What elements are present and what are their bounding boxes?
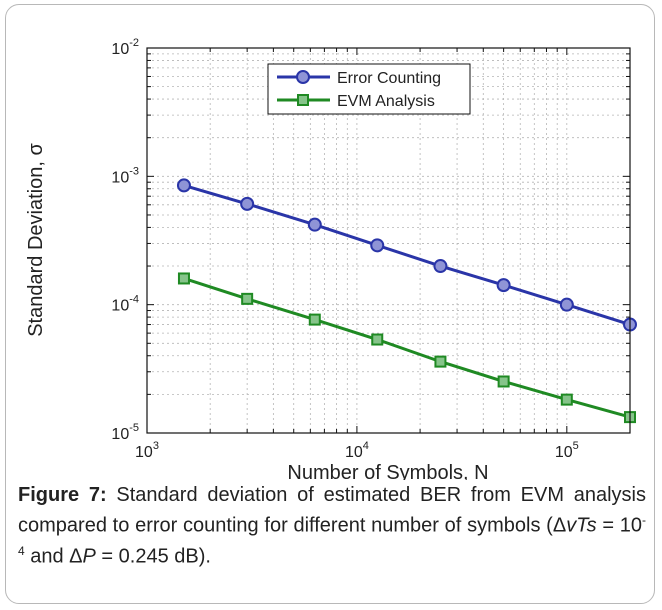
x-axis-label: Number of Symbols, N — [287, 462, 488, 480]
grid — [147, 48, 630, 433]
legend: Error Counting EVM Analysis — [267, 63, 471, 115]
x-tick-label: 103 — [135, 440, 159, 461]
legend-entry: Error Counting — [277, 70, 441, 87]
y-axis-label: Standard Deviation, σ — [25, 143, 47, 337]
axis-ticks — [146, 47, 631, 434]
x-tick-label: 105 — [555, 440, 579, 461]
y-tick-label: 10-4 — [111, 294, 139, 315]
caption-text-2: = 10 — [596, 514, 642, 537]
legend-label: Error Counting — [337, 70, 441, 87]
data-point — [560, 393, 573, 406]
series-1 — [176, 178, 637, 332]
data-point — [434, 355, 447, 368]
data-point — [241, 292, 254, 305]
data-point — [371, 333, 384, 346]
caption-exponent: -4 — [18, 513, 646, 558]
data-point — [177, 272, 190, 285]
data-point — [497, 375, 510, 388]
legend-marker — [296, 70, 310, 84]
series-line — [183, 183, 631, 326]
caption-text-1: Standard deviation of estimated BER from… — [18, 484, 647, 537]
figure-label: Figure 7: — [18, 484, 107, 506]
chart: 103 104 105 10-5 10-4 10-3 10-2 Number of Symb… — [25, 37, 637, 480]
caption-text-4: = 0.245 dB). — [95, 545, 211, 568]
series-line — [183, 277, 631, 419]
figure-caption: Figure 7: Standard deviation of estimate… — [18, 483, 646, 569]
x-tick-label: 104 — [345, 440, 369, 461]
data-point — [308, 313, 321, 326]
y-tick-label: 10-2 — [111, 37, 139, 58]
tick-labels: 103 104 105 10-5 10-4 10-3 10-2 — [111, 37, 578, 461]
caption-text-3: and Δ — [24, 545, 83, 568]
data-point — [559, 297, 574, 312]
y-tick-label: 10-3 — [111, 165, 139, 186]
legend-marker — [297, 94, 309, 106]
caption-var-1: vTs — [566, 514, 597, 537]
data-point — [240, 196, 255, 211]
data-point — [370, 238, 385, 253]
legend-label: EVM Analysis — [337, 93, 435, 110]
data-point — [307, 217, 322, 232]
data-point — [176, 178, 191, 193]
data-point — [433, 259, 448, 274]
data-point — [496, 278, 511, 293]
caption-var-2: P — [82, 545, 96, 568]
legend-entry: EVM Analysis — [277, 93, 435, 110]
plot-border — [146, 47, 631, 434]
y-tick-label: 10-5 — [111, 422, 139, 443]
